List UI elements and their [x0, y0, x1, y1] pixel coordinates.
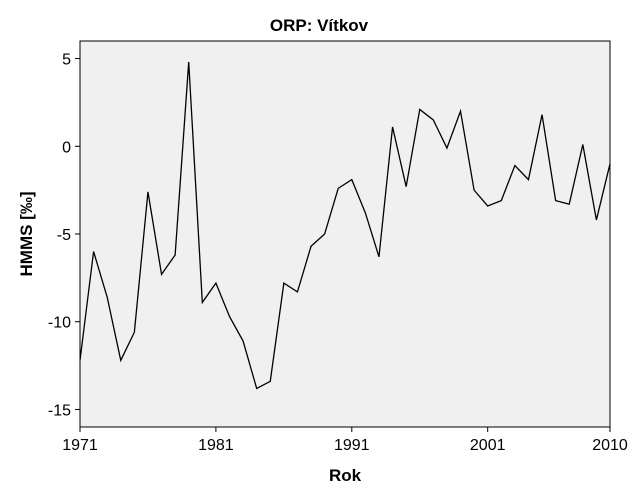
- y-tick-label: 5: [62, 52, 71, 69]
- y-tick-label: -5: [57, 227, 71, 244]
- y-tick-label: -15: [48, 402, 71, 419]
- series-line: [79, 62, 611, 390]
- x-tick-label: 1991: [334, 437, 370, 454]
- y-tick-label: 0: [62, 139, 71, 156]
- x-tick-label: 1981: [198, 437, 234, 454]
- y-axis-title: HMMS [‰]: [17, 192, 36, 277]
- x-tick-label: 2001: [470, 437, 506, 454]
- x-axis: 1971 1981 1991 2001 2010: [62, 427, 628, 454]
- chart-title: ORP: Vítkov: [270, 16, 369, 35]
- x-tick-label: 1971: [62, 437, 98, 454]
- y-tick-label: -10: [48, 315, 71, 332]
- x-axis-title: Rok: [329, 466, 362, 485]
- x-tick-label: 2010: [592, 437, 628, 454]
- y-axis: 5 0 -5 -10 -15: [48, 52, 80, 419]
- plot-area: [79, 40, 611, 428]
